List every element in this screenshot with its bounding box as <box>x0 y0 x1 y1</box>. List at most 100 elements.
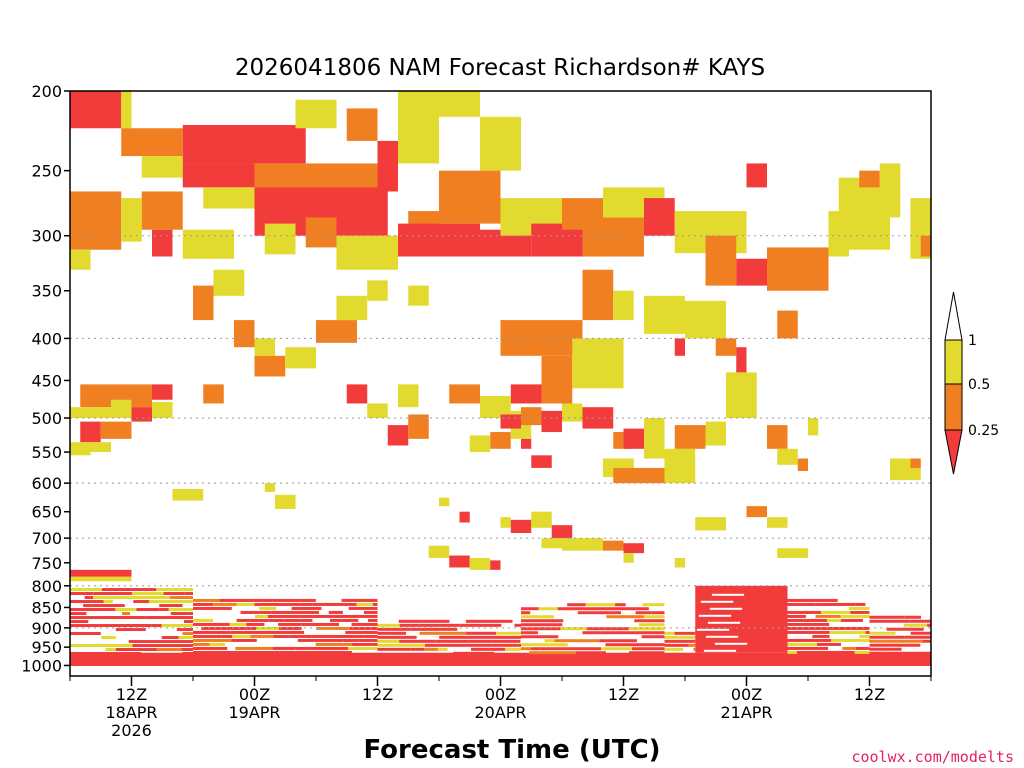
ri-boundary-streak <box>70 612 87 616</box>
ri-boundary-streak <box>586 627 629 631</box>
ri-boundary-block <box>70 652 931 670</box>
ri-boundary-streak <box>182 652 193 656</box>
ri-cell <box>141 191 183 230</box>
ri-boundary-streak <box>869 639 886 643</box>
ri-cell <box>131 407 152 422</box>
ri-boundary-block <box>695 585 788 653</box>
ri-boundary-streak <box>903 623 928 627</box>
y-tick-label-450: 450 <box>31 371 62 390</box>
ri-boundary-streak <box>391 631 407 635</box>
ri-boundary-streak <box>869 651 888 655</box>
x-tick-label: 00Z <box>731 685 762 704</box>
ri-boundary-streak <box>272 598 316 602</box>
ri-boundary-streak <box>567 603 586 607</box>
colorbar-label-1: 1 <box>968 333 977 349</box>
ri-boundary-streak <box>70 624 103 628</box>
ri-boundary-streak <box>521 627 561 631</box>
ri-boundary-streak <box>787 626 831 630</box>
ri-cell <box>305 217 337 248</box>
ri-cell <box>121 198 142 242</box>
ri-boundary-streak <box>105 596 130 600</box>
ri-cell <box>182 163 255 188</box>
ri-boundary-streak <box>370 606 378 610</box>
ri-boundary-streak <box>869 615 905 619</box>
ri-boundary-streak <box>250 634 274 638</box>
y-tick-label-850: 850 <box>31 598 62 617</box>
ri-cell <box>551 525 573 539</box>
ri-boundary-streak <box>345 630 378 634</box>
ri-cell <box>879 163 901 218</box>
ri-boundary-streak <box>635 611 652 615</box>
ri-boundary-streak <box>787 618 828 622</box>
ri-boundary-streak <box>278 626 288 630</box>
y-tick-label-550: 550 <box>31 443 62 462</box>
x-tick-label: 19APR <box>228 703 280 722</box>
x-tick-label: 12Z <box>116 685 147 704</box>
ri-cell <box>398 384 419 408</box>
ri-boundary-streak <box>70 592 94 596</box>
ri-boundary-streak <box>193 634 222 638</box>
ri-boundary-streak <box>521 607 539 611</box>
ri-boundary-streak <box>377 631 392 635</box>
ri-boundary-streak <box>693 647 696 651</box>
ri-cell <box>674 425 706 449</box>
ri-boundary-streak <box>869 631 896 635</box>
ri-boundary-streak <box>278 622 302 626</box>
ri-cell <box>80 421 101 443</box>
ri-boundary-gap <box>698 614 732 617</box>
ri-boundary-streak <box>328 610 343 614</box>
ri-boundary-streak <box>521 635 559 639</box>
ri-boundary-streak <box>492 639 521 643</box>
ri-boundary-gap <box>711 593 745 596</box>
ri-boundary-streak <box>641 635 651 639</box>
ri-boundary-streak <box>158 600 189 604</box>
ri-cell <box>70 407 111 419</box>
ri-boundary-streak <box>115 608 137 612</box>
ri-boundary-streak <box>642 603 665 607</box>
ri-cell <box>367 280 388 301</box>
ri-boundary-streak <box>213 602 237 606</box>
y-tick-label-750: 750 <box>31 554 62 573</box>
ri-boundary-streak <box>136 608 160 612</box>
ri-boundary-streak <box>850 610 865 614</box>
ri-cell <box>336 235 398 270</box>
ri-cell <box>264 483 275 492</box>
ri-boundary-streak <box>236 602 255 606</box>
ri-cell <box>613 467 665 484</box>
ri-boundary-streak <box>865 630 870 634</box>
ri-boundary-streak <box>295 646 305 650</box>
ri-cell <box>111 399 132 419</box>
ri-cell <box>408 414 429 439</box>
ri-boundary-streak <box>105 648 116 652</box>
ri-boundary-streak <box>644 615 665 619</box>
ri-boundary-streak <box>587 611 611 615</box>
ri-boundary-streak <box>352 642 373 646</box>
ri-cell <box>254 163 398 192</box>
ri-cell <box>746 506 767 518</box>
ri-cell <box>859 170 880 188</box>
ri-boundary-streak <box>156 648 182 652</box>
ri-boundary-streak <box>101 588 113 592</box>
ri-boundary-streak <box>585 603 616 607</box>
ri-cell <box>254 338 275 356</box>
colorbar-white-triangle <box>944 291 963 341</box>
y-tick-label-950: 950 <box>31 638 62 657</box>
ri-boundary-streak <box>246 622 265 626</box>
ri-boundary-streak <box>904 635 915 639</box>
ri-boundary-streak <box>688 643 696 647</box>
ri-cell <box>531 511 552 528</box>
ri-boundary-streak <box>91 652 104 656</box>
credit-text: coolwx.com/modelts <box>851 748 1014 766</box>
y-tick-label-400: 400 <box>31 329 62 348</box>
ri-boundary-streak <box>910 631 931 635</box>
x-tick-label: 00Z <box>239 685 270 704</box>
ri-boundary-streak <box>638 623 665 627</box>
ri-cell <box>715 338 737 356</box>
ri-boundary-streak <box>90 644 133 648</box>
ri-boundary-streak <box>115 628 146 632</box>
ri-cell <box>613 290 634 321</box>
ri-boundary-streak <box>840 614 870 618</box>
ri-cell <box>562 538 603 551</box>
